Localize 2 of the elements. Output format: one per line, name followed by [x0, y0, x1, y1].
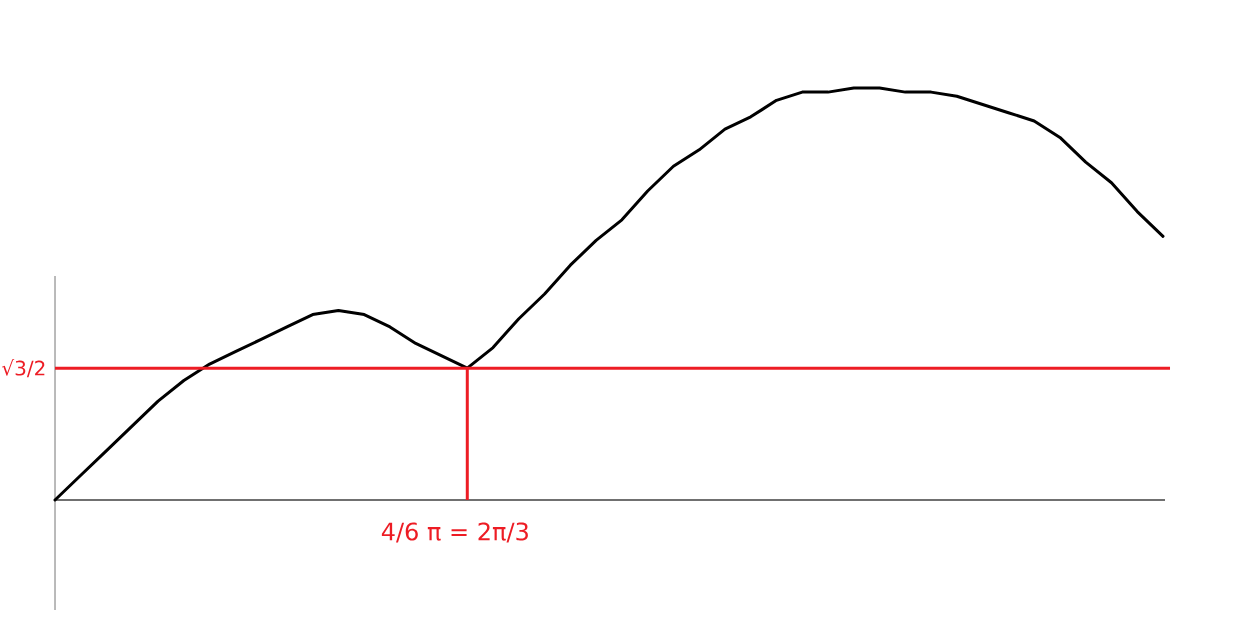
ref-line-label: √3/2	[2, 359, 45, 378]
text: 4/6 π = 2π/3	[381, 522, 528, 543]
